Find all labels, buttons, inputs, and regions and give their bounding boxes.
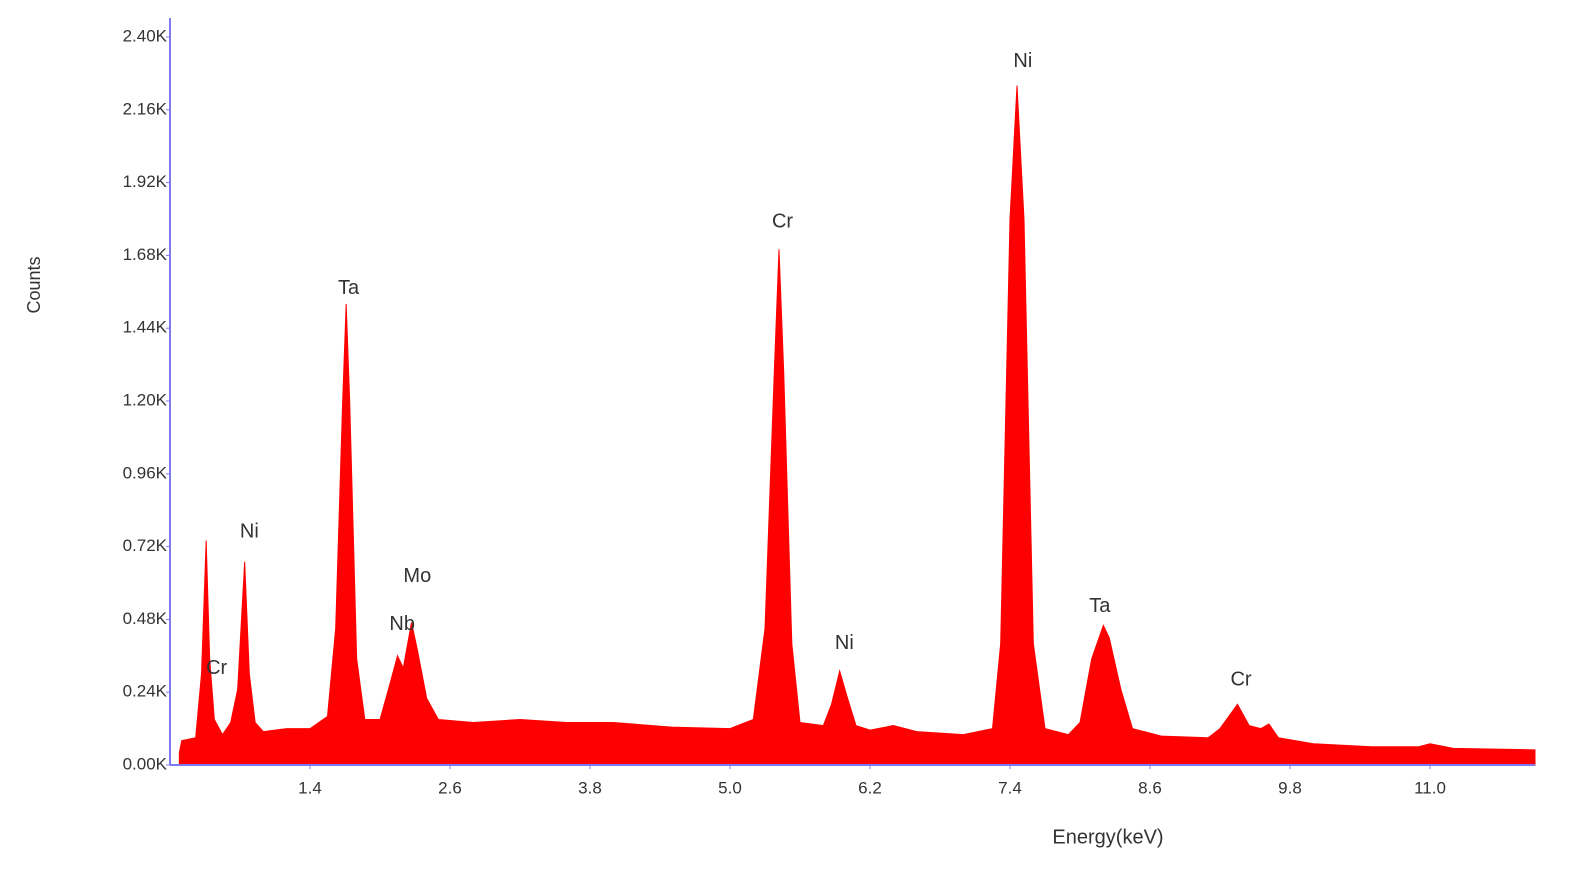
x-axis-label: Energy(keV) <box>1052 826 1163 848</box>
y-axis-label: Counts <box>24 256 44 313</box>
peak-label: Cr <box>1230 669 1251 691</box>
peak-label: Ta <box>338 277 360 299</box>
y-tick-label: 0.72K <box>123 536 168 555</box>
y-tick-label: 1.92K <box>123 172 168 191</box>
y-tick-label: 1.44K <box>123 318 168 337</box>
y-tick-label: 2.16K <box>123 99 168 118</box>
x-tick-label: 8.6 <box>1138 778 1162 797</box>
y-tick-label: 2.40K <box>123 26 168 45</box>
x-tick-label: 7.4 <box>998 778 1022 797</box>
x-tick-label: 9.8 <box>1278 778 1302 797</box>
peak-label: Cr <box>772 210 793 232</box>
x-tick-label: 1.4 <box>298 778 322 797</box>
y-tick-label: 1.68K <box>123 245 168 264</box>
spectrum-area <box>178 85 1536 766</box>
x-tick-label: 11.0 <box>1414 778 1446 797</box>
peak-label: Ni <box>1013 50 1032 72</box>
peak-label: Ni <box>240 521 259 543</box>
x-tick-label: 6.2 <box>858 778 882 797</box>
peak-label: Nb <box>389 613 415 635</box>
x-tick-label: 3.8 <box>578 778 602 797</box>
x-tick-label: 5.0 <box>718 778 742 797</box>
y-tick-label: 0.96K <box>123 463 168 482</box>
x-tick-label: 2.6 <box>438 778 462 797</box>
y-tick-label: 0.00K <box>123 754 168 773</box>
y-tick-label: 0.48K <box>123 609 168 628</box>
peak-label: Ni <box>835 632 854 654</box>
peak-label: Ta <box>1089 595 1111 617</box>
peak-label: Mo <box>403 565 431 587</box>
y-tick-label: 1.20K <box>123 390 168 409</box>
peak-label: Cr <box>206 657 227 679</box>
y-tick-label: 0.24K <box>123 682 168 701</box>
